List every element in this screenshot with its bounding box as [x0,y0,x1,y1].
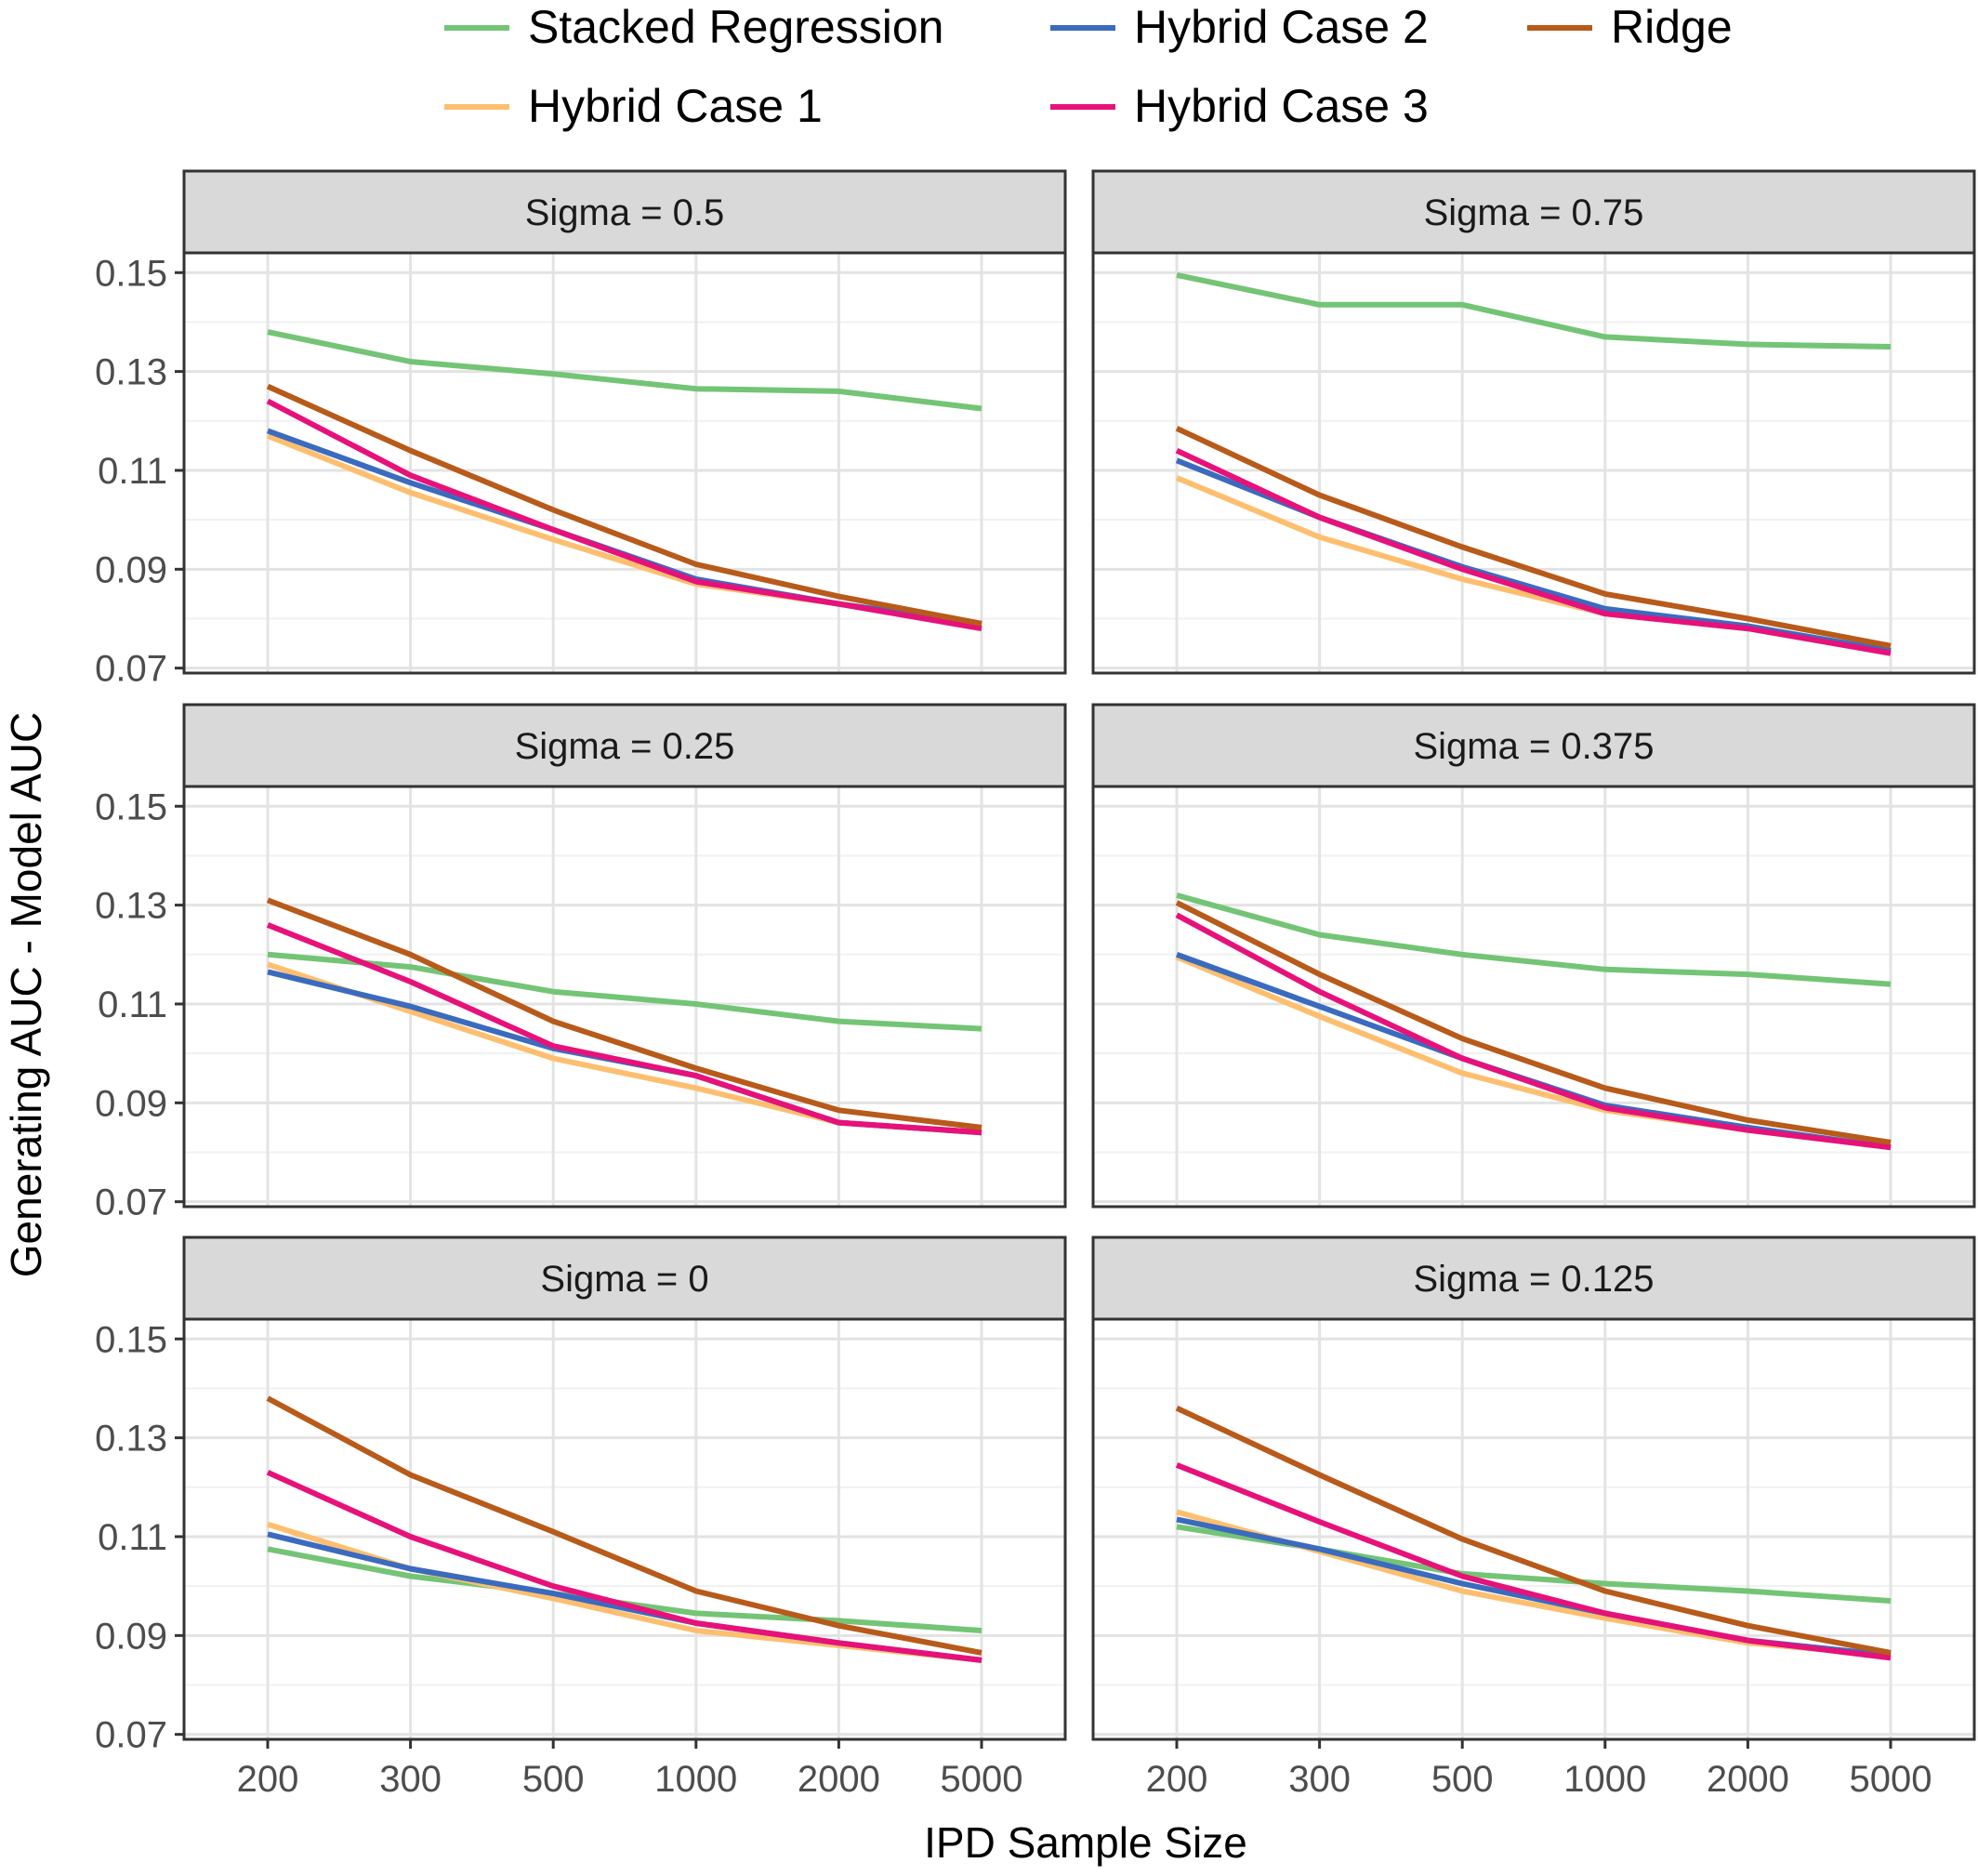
x-tick-label: 500 [522,1759,585,1800]
plot-area [184,1319,1065,1739]
legend-label-hybrid1: Hybrid Case 1 [528,80,823,132]
panel-border [1091,251,1976,675]
legend-label-stacked: Stacked Regression [528,1,943,53]
facet-strip [1091,1235,1976,1321]
series-line-ridge [266,1395,982,1656]
facet-strip [1091,169,1976,255]
series-line-hybrid3 [1175,1462,1892,1661]
series-line-hybrid3 [266,398,982,632]
series-line-ridge [1175,426,1892,649]
series-line-hybrid3 [266,922,982,1136]
facet-strip [182,169,1067,255]
y-tick-label: 0.15 [95,253,167,294]
plot-area [184,253,1065,673]
x-tick-label: 2000 [798,1759,880,1800]
series-line-ridge [266,383,982,627]
y-tick-label: 0.09 [95,549,167,590]
y-tick-label: 0.09 [95,1083,167,1124]
x-tick-label: 1000 [1563,1759,1646,1800]
facet-title: Sigma = 0.75 [1424,192,1644,233]
facet-title: Sigma = 0.125 [1413,1259,1654,1300]
series-line-stacked [267,951,982,1032]
facet-panel-5: Sigma = 0 0.07 0.09 0.11 0.13 0.15 200 300 500 10… [95,1235,1067,1800]
x-tick-label: 5000 [1850,1759,1932,1800]
x-tick-label: 1000 [654,1759,737,1800]
legend-label-hybrid2: Hybrid Case 2 [1134,1,1429,53]
series-line-hybrid3 [1175,912,1892,1151]
facet-panel-4: Sigma = 0.375 [1091,703,1976,1209]
legend-label-hybrid3: Hybrid Case 3 [1134,80,1429,132]
series-line-ridge [266,897,982,1130]
facet-panel-6: Sigma = 0.125 200 300 500 1000 2000 5000 [1091,1235,1976,1800]
y-tick-label: 0.07 [95,649,167,690]
series-line-stacked [267,329,982,412]
y-tick-label: 0.13 [95,1419,167,1460]
facet-title: Sigma = 0 [540,1259,708,1300]
y-tick-label: 0.15 [95,786,167,827]
facet-title: Sigma = 0.5 [525,192,725,233]
y-tick-label: 0.13 [95,886,167,927]
panel-border [182,1317,1067,1741]
panel-border [1091,785,1976,1209]
facet-panel-1: Sigma = 0.5 0.07 0.09 0.11 0.13 0.15 [95,169,1067,690]
x-tick-label: 200 [237,1759,299,1800]
x-axis-label: IPD Sample Size [924,1818,1247,1867]
series-line-stacked [1176,271,1892,350]
series-line-stacked [1176,892,1892,987]
series-line-ridge [1175,1405,1892,1656]
facet-panel-2: Sigma = 0.75 [1091,169,1976,675]
facet-title: Sigma = 0.25 [515,726,735,767]
series-line-hybrid3 [1175,447,1892,656]
series-line-ridge [1175,900,1892,1145]
y-tick-label: 0.13 [95,352,167,393]
x-tick-label: 300 [1288,1759,1351,1800]
y-axis-label: Generating AUC - Model AUC [2,712,50,1278]
x-tick-label: 2000 [1707,1759,1789,1800]
y-tick-label: 0.11 [98,984,167,1025]
facet-title: Sigma = 0.375 [1413,726,1654,767]
y-tick-label: 0.07 [95,1182,167,1223]
plot-area [1093,253,1974,673]
legend: Stacked Regression Hybrid Case 2 Ridge Hybr… [444,1,1733,132]
legend-label-ridge: Ridge [1611,1,1733,53]
y-tick-label: 0.09 [95,1616,167,1657]
y-tick-label: 0.11 [98,451,167,492]
facet-panel-3: Sigma = 0.25 0.07 0.09 0.11 0.13 0.15 [95,703,1067,1223]
y-tick-label: 0.07 [95,1715,167,1756]
y-tick-label: 0.11 [98,1517,167,1558]
x-tick-label: 500 [1431,1759,1494,1800]
x-tick-label: 5000 [941,1759,1023,1800]
panel-border [182,251,1067,675]
y-tick-label: 0.15 [95,1319,167,1360]
x-tick-label: 300 [379,1759,442,1800]
facet-strip [1091,703,1976,788]
series-line-hybrid3 [266,1470,982,1663]
panel-border [182,785,1067,1209]
x-tick-label: 200 [1146,1759,1208,1800]
panel-border [1091,1317,1976,1741]
